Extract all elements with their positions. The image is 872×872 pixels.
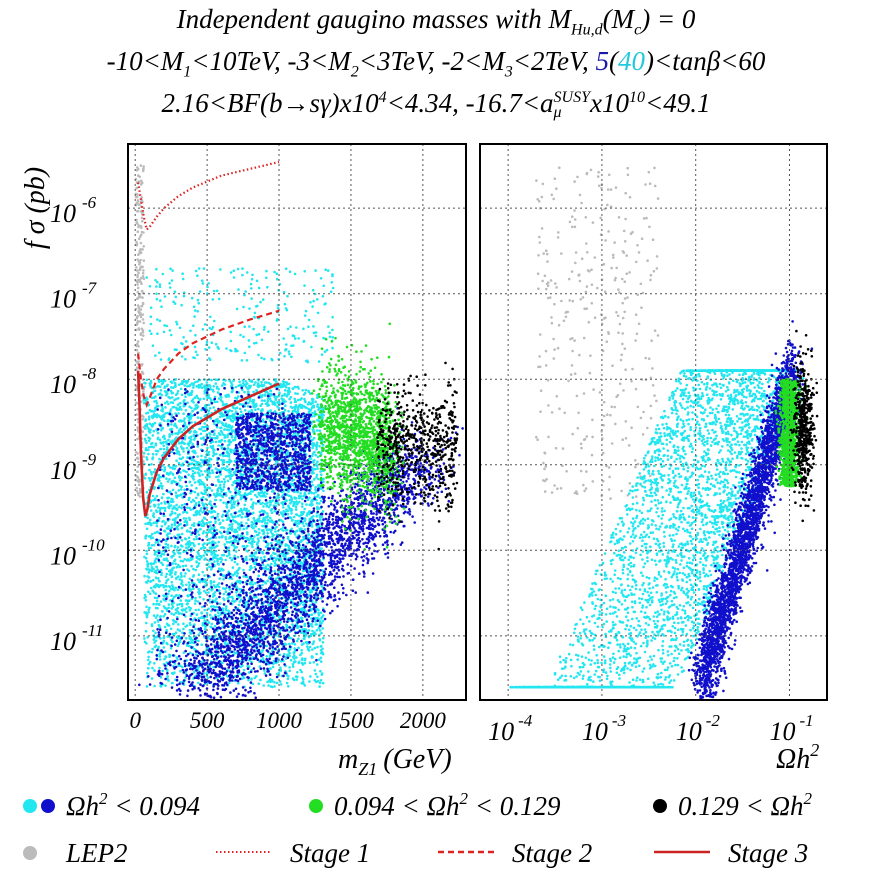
curve-stage-1 <box>137 160 280 232</box>
right-x-tick-label: 10 -3 <box>582 711 626 746</box>
right-x-tick-label: 10 -4 <box>488 711 533 746</box>
right-x-tick-label: 10 -2 <box>676 711 721 746</box>
y-tick-label: 10 -7 <box>50 279 98 314</box>
legend-label-stage2: Stage 2 <box>512 838 592 868</box>
left-lep2-points <box>134 164 146 498</box>
legend-swatch-lep2 <box>23 846 37 860</box>
y-tick-label: 10 -10 <box>50 535 105 570</box>
left-green-points <box>310 322 406 551</box>
right-plot-frame <box>479 143 828 701</box>
y-tick-label: 10 -9 <box>50 450 97 485</box>
legend-swatch-blue <box>41 799 55 813</box>
tanbeta-high: 40 <box>618 46 645 76</box>
y-tick-label: 10 -11 <box>50 621 103 656</box>
y-tick-label: 10 -8 <box>50 364 97 399</box>
left-panel-points <box>134 164 464 699</box>
tanbeta-low: 5 <box>595 46 610 76</box>
left-plot-frame <box>127 143 467 701</box>
legend-label-stage3: Stage 3 <box>728 838 808 868</box>
sensitivity-curves <box>136 160 280 517</box>
right-panel-points <box>509 166 819 700</box>
legend-label-stage1: Stage 1 <box>290 838 370 868</box>
tick-labels: 0 500 1000 1500 2000 10-11 10-10 10-9 10-8 10-7 10… <box>50 193 814 746</box>
legend-label-mid: 0.094 < Ωh2 < 0.129 <box>334 789 561 821</box>
curve-stage-3 <box>136 370 280 517</box>
gridlines <box>128 144 827 700</box>
legend-swatch-cyan <box>23 799 37 813</box>
y-axis-label: f σ (pb) <box>20 167 51 249</box>
legend-swatch-green <box>309 799 323 813</box>
legend-label-lep2: LEP2 <box>65 838 128 868</box>
left-x-axis-label: mZ1 (GeV) <box>338 744 452 779</box>
title-line-1: Independent gaugino masses with MHu,d(Mc… <box>176 4 696 39</box>
title-line-3: 2.16<BF(b→sγ)x104<4.34, -16.7<a SUSY μ x101… <box>161 88 711 121</box>
left-x-tick-label: 1000 <box>256 708 303 733</box>
right-blue-points <box>687 320 814 700</box>
left-black-points <box>375 361 459 551</box>
y-tick-label: 10 -6 <box>50 193 97 228</box>
right-lep2-points <box>535 166 660 500</box>
legend-label-low: Ωh2 < 0.094 <box>66 789 200 821</box>
left-x-tick-label: 2000 <box>400 708 447 733</box>
right-x-axis-label: Ωh2 <box>776 740 819 775</box>
left-x-tick-label: 500 <box>190 708 225 733</box>
curve-stage-2 <box>137 309 280 409</box>
legend-label-high: 0.129 < Ωh2 <box>678 789 813 821</box>
left-x-tick-label: 1500 <box>328 708 375 733</box>
right-x-tick-label: 10 -1 <box>769 711 813 746</box>
title-line-2: -10<M1<10TeV, -3<M2<3TeV, -2<M3<2TeV, 5(… <box>106 46 766 81</box>
left-x-tick-label: 0 <box>129 708 141 733</box>
legend-swatch-black <box>653 799 667 813</box>
